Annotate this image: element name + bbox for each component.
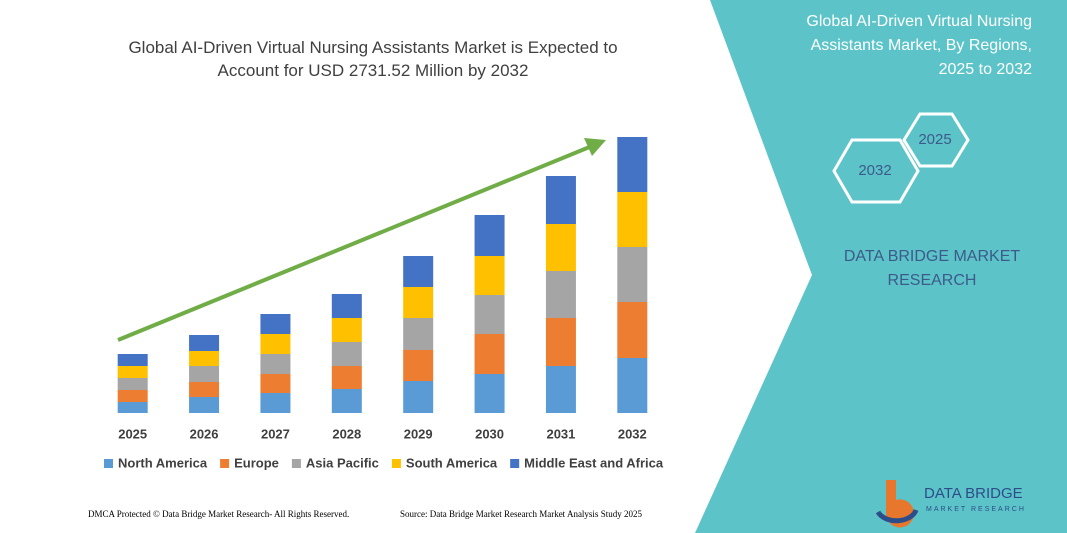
bar-segment xyxy=(189,335,220,351)
legend-label: Middle East and Africa xyxy=(524,455,664,470)
bar-segment xyxy=(474,374,505,413)
bar-segment xyxy=(331,294,362,318)
bar-segment xyxy=(260,393,291,413)
bar-segment xyxy=(260,374,291,393)
x-tick-label: 2029 xyxy=(404,426,433,441)
legend: North America Europe Asia Pacific South Ame… xyxy=(104,455,664,470)
bar-segment xyxy=(474,215,505,256)
x-tick-label: 2028 xyxy=(332,426,361,441)
bar-segment xyxy=(545,318,576,366)
bar-segment xyxy=(403,381,434,413)
legend-swatch xyxy=(104,459,113,468)
bar-segment xyxy=(117,354,148,366)
panel-title-2: Assistants Market, By Regions, xyxy=(811,37,1032,54)
bar-segment xyxy=(331,366,362,389)
bar-segment xyxy=(545,224,576,271)
bar-segment xyxy=(403,350,434,381)
panel-title-1: Global AI-Driven Virtual Nursing xyxy=(806,13,1032,30)
brand-1: DATA BRIDGE MARKET xyxy=(844,248,1021,265)
chart-title-2: Account for USD 2731.52 Million by 2032 xyxy=(218,61,529,80)
bar-segment xyxy=(331,342,362,366)
bar-segment xyxy=(403,318,434,350)
logo-name: DATA BRIDGE xyxy=(924,485,1023,502)
hex-label: 2025 xyxy=(918,131,951,148)
bar-segment xyxy=(545,176,576,224)
bar-segment xyxy=(331,318,362,342)
logo-mark xyxy=(886,480,914,528)
bar-segment xyxy=(117,390,148,402)
legend-label: Asia Pacific xyxy=(306,455,379,470)
hexagon xyxy=(902,112,970,168)
bar-segment xyxy=(331,389,362,413)
hexagon xyxy=(832,138,920,204)
title-line: RESEARCH xyxy=(888,272,977,289)
logo-swoosh xyxy=(875,508,919,524)
legend-swatch xyxy=(291,459,301,468)
bar-segment xyxy=(403,287,434,318)
legend-label: North America xyxy=(118,455,208,470)
x-tick-label: 2031 xyxy=(546,426,575,441)
bar-segment xyxy=(117,366,148,378)
bar-segment xyxy=(474,295,505,334)
legend-label: South America xyxy=(406,455,498,470)
legend-swatch xyxy=(220,459,230,468)
legend-swatch xyxy=(391,459,401,468)
x-tick-label: 2030 xyxy=(475,426,504,441)
legend-label: Europe xyxy=(234,455,279,470)
logo-sub: MARKET RESEARCH xyxy=(926,506,1026,513)
bar-segment xyxy=(189,351,220,366)
hex-label: 2032 xyxy=(858,162,891,179)
title-line: 2025 to 2032 xyxy=(939,61,1033,78)
arrow-head xyxy=(584,138,606,156)
bar-segment xyxy=(545,271,576,318)
trend-arrow xyxy=(117,144,593,342)
brand-2: RESEARCH xyxy=(888,272,977,289)
chart-title-1: Global AI-Driven Virtual Nursing Assista… xyxy=(128,38,617,57)
bar-segment xyxy=(545,366,576,413)
bar-segment xyxy=(617,247,648,302)
bar-segment xyxy=(617,192,648,247)
plot: 2025 2026 2027 2028 2029 2030 2031 2032 xyxy=(117,137,648,441)
panel-title-3: 2025 to 2032 xyxy=(939,61,1033,78)
x-tick-label: 2032 xyxy=(618,426,647,441)
title-line: Global AI-Driven Virtual Nursing xyxy=(806,13,1032,30)
bar-segment xyxy=(117,402,148,413)
bar-segment xyxy=(617,358,648,413)
title-line: Account for USD 2731.52 Million by 2032 xyxy=(218,61,529,80)
title-line: Assistants Market, By Regions, xyxy=(811,37,1032,54)
bar-segment xyxy=(260,314,291,334)
title-line: DATA BRIDGE MARKET xyxy=(844,248,1021,265)
x-tick-label: 2027 xyxy=(261,426,290,441)
bar-segment xyxy=(189,397,220,413)
bar-segment xyxy=(117,378,148,390)
x-tick-label: 2025 xyxy=(118,426,147,441)
title-line: Global AI-Driven Virtual Nursing Assista… xyxy=(128,38,617,57)
bar-segment xyxy=(617,137,648,192)
bar-segment xyxy=(474,256,505,295)
bar-segment xyxy=(617,302,648,358)
footer-left: DMCA Protected © Data Bridge Market Rese… xyxy=(88,509,349,519)
bar-segment xyxy=(189,366,220,382)
side-panel xyxy=(695,0,1067,533)
bar-segment xyxy=(260,334,291,354)
footer-right: Source: Data Bridge Market Research Mark… xyxy=(400,509,642,519)
bar-segment xyxy=(403,256,434,287)
legend-swatch xyxy=(510,459,520,468)
bar-segment xyxy=(260,354,291,374)
x-tick-label: 2026 xyxy=(190,426,219,441)
bar-segment xyxy=(189,382,220,397)
bar-segment xyxy=(474,334,505,374)
